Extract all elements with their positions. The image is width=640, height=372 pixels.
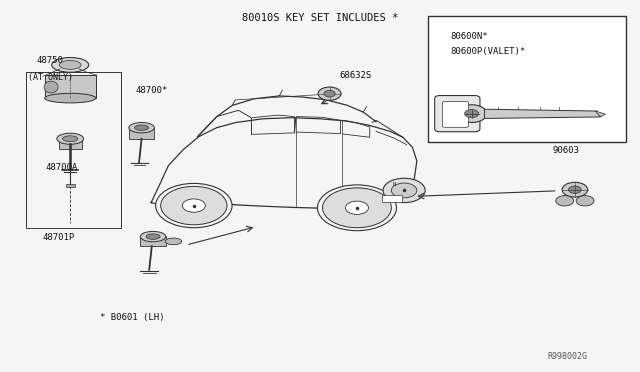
Polygon shape: [595, 111, 605, 117]
Circle shape: [182, 199, 205, 212]
Text: N: N: [392, 182, 396, 187]
FancyBboxPatch shape: [442, 102, 468, 127]
Polygon shape: [45, 75, 96, 98]
Text: R998002G: R998002G: [548, 352, 588, 361]
Text: 90603: 90603: [552, 147, 579, 155]
Ellipse shape: [134, 125, 148, 131]
Circle shape: [346, 201, 369, 214]
Text: 80600P(VALET)*: 80600P(VALET)*: [451, 47, 526, 56]
Circle shape: [318, 87, 341, 100]
FancyBboxPatch shape: [435, 96, 480, 132]
Text: * B0601 (LH): * B0601 (LH): [100, 312, 164, 321]
Ellipse shape: [140, 231, 166, 242]
Bar: [66, 184, 75, 187]
Text: 80600N*: 80600N*: [451, 32, 488, 41]
Bar: [383, 195, 401, 202]
Text: (AT ONLY): (AT ONLY): [28, 73, 73, 81]
Ellipse shape: [60, 61, 81, 69]
Text: 48750: 48750: [36, 56, 63, 65]
Ellipse shape: [52, 58, 89, 72]
Text: 68632S: 68632S: [339, 71, 371, 80]
Ellipse shape: [57, 133, 84, 144]
Circle shape: [556, 196, 573, 206]
Text: 48701P: 48701P: [43, 233, 75, 242]
Ellipse shape: [45, 93, 96, 103]
Bar: [26, 71, 121, 228]
Ellipse shape: [165, 238, 182, 245]
Bar: [140, 236, 166, 246]
Circle shape: [576, 196, 594, 206]
Circle shape: [465, 110, 479, 118]
Circle shape: [161, 186, 227, 225]
Circle shape: [392, 183, 417, 198]
Circle shape: [562, 182, 588, 197]
Bar: [428, 16, 626, 142]
Circle shape: [324, 90, 335, 97]
Circle shape: [317, 185, 396, 231]
Text: 48700*: 48700*: [135, 86, 168, 94]
Circle shape: [456, 105, 487, 122]
Circle shape: [383, 178, 425, 203]
Ellipse shape: [44, 81, 58, 93]
Text: 80010S KEY SET INCLUDES *: 80010S KEY SET INCLUDES *: [242, 13, 398, 23]
Ellipse shape: [63, 136, 78, 142]
Ellipse shape: [146, 234, 160, 239]
Circle shape: [323, 188, 392, 228]
Bar: [129, 128, 154, 139]
Bar: [59, 138, 82, 149]
Circle shape: [568, 186, 581, 193]
Polygon shape: [484, 109, 600, 118]
Circle shape: [156, 183, 232, 228]
Text: 48700A: 48700A: [46, 163, 78, 172]
Ellipse shape: [129, 122, 154, 133]
